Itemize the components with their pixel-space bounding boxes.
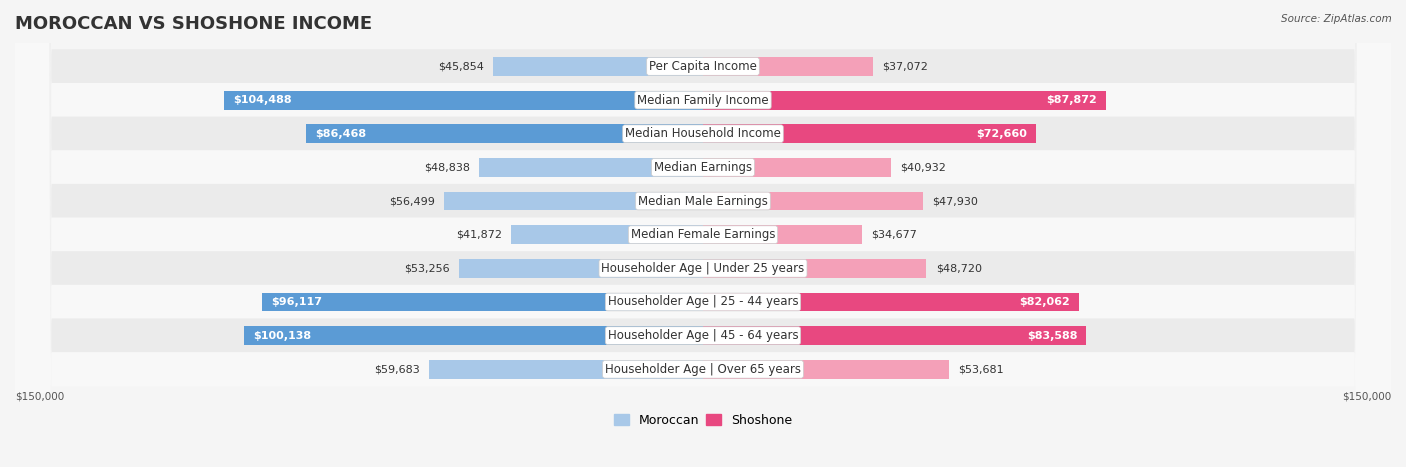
Text: $82,062: $82,062 bbox=[1019, 297, 1070, 307]
Text: $41,872: $41,872 bbox=[456, 230, 502, 240]
Text: $53,256: $53,256 bbox=[404, 263, 450, 273]
Text: $83,588: $83,588 bbox=[1026, 331, 1077, 340]
Bar bbox=[307, 124, 703, 143]
Bar bbox=[262, 292, 703, 311]
FancyBboxPatch shape bbox=[15, 0, 1391, 467]
Bar bbox=[458, 259, 703, 278]
Text: $100,138: $100,138 bbox=[253, 331, 311, 340]
Text: $72,660: $72,660 bbox=[976, 129, 1028, 139]
Text: $34,677: $34,677 bbox=[872, 230, 917, 240]
Text: Median Earnings: Median Earnings bbox=[654, 161, 752, 174]
FancyBboxPatch shape bbox=[15, 0, 1391, 467]
Bar bbox=[703, 326, 1087, 345]
Legend: Moroccan, Shoshone: Moroccan, Shoshone bbox=[609, 409, 797, 432]
Text: Householder Age | Over 65 years: Householder Age | Over 65 years bbox=[605, 363, 801, 376]
FancyBboxPatch shape bbox=[15, 0, 1391, 467]
Bar bbox=[479, 158, 703, 177]
Text: $45,854: $45,854 bbox=[437, 62, 484, 71]
FancyBboxPatch shape bbox=[15, 0, 1391, 467]
Text: $53,681: $53,681 bbox=[959, 364, 1004, 374]
Bar bbox=[510, 225, 703, 244]
Text: $150,000: $150,000 bbox=[15, 391, 65, 401]
Text: Householder Age | Under 25 years: Householder Age | Under 25 years bbox=[602, 262, 804, 275]
Bar bbox=[703, 91, 1107, 109]
Text: $87,872: $87,872 bbox=[1046, 95, 1097, 105]
Bar bbox=[703, 225, 862, 244]
FancyBboxPatch shape bbox=[15, 0, 1391, 467]
FancyBboxPatch shape bbox=[15, 0, 1391, 467]
Text: Median Male Earnings: Median Male Earnings bbox=[638, 195, 768, 207]
Text: $47,930: $47,930 bbox=[932, 196, 979, 206]
Bar bbox=[703, 292, 1080, 311]
Bar bbox=[429, 360, 703, 379]
FancyBboxPatch shape bbox=[15, 0, 1391, 467]
Text: $86,468: $86,468 bbox=[315, 129, 367, 139]
Bar bbox=[703, 360, 949, 379]
Text: Householder Age | 25 - 44 years: Householder Age | 25 - 44 years bbox=[607, 296, 799, 309]
Text: $37,072: $37,072 bbox=[882, 62, 928, 71]
Text: Per Capita Income: Per Capita Income bbox=[650, 60, 756, 73]
Text: $150,000: $150,000 bbox=[1341, 391, 1391, 401]
Text: Source: ZipAtlas.com: Source: ZipAtlas.com bbox=[1281, 14, 1392, 24]
Bar bbox=[703, 57, 873, 76]
Text: $48,720: $48,720 bbox=[935, 263, 981, 273]
FancyBboxPatch shape bbox=[15, 0, 1391, 467]
Text: $96,117: $96,117 bbox=[271, 297, 322, 307]
Text: $40,932: $40,932 bbox=[900, 163, 946, 172]
Bar bbox=[444, 191, 703, 211]
Text: Median Female Earnings: Median Female Earnings bbox=[631, 228, 775, 241]
Text: $48,838: $48,838 bbox=[423, 163, 470, 172]
Bar bbox=[703, 259, 927, 278]
Text: $56,499: $56,499 bbox=[389, 196, 434, 206]
Text: MOROCCAN VS SHOSHONE INCOME: MOROCCAN VS SHOSHONE INCOME bbox=[15, 15, 373, 33]
Bar bbox=[224, 91, 703, 109]
Text: Median Household Income: Median Household Income bbox=[626, 127, 780, 140]
Bar bbox=[703, 191, 922, 211]
Bar bbox=[243, 326, 703, 345]
Bar bbox=[703, 124, 1036, 143]
FancyBboxPatch shape bbox=[15, 0, 1391, 467]
Text: Median Family Income: Median Family Income bbox=[637, 93, 769, 106]
Bar bbox=[703, 158, 891, 177]
FancyBboxPatch shape bbox=[15, 0, 1391, 467]
Text: $59,683: $59,683 bbox=[374, 364, 420, 374]
Text: $104,488: $104,488 bbox=[233, 95, 291, 105]
Bar bbox=[492, 57, 703, 76]
Text: Householder Age | 45 - 64 years: Householder Age | 45 - 64 years bbox=[607, 329, 799, 342]
